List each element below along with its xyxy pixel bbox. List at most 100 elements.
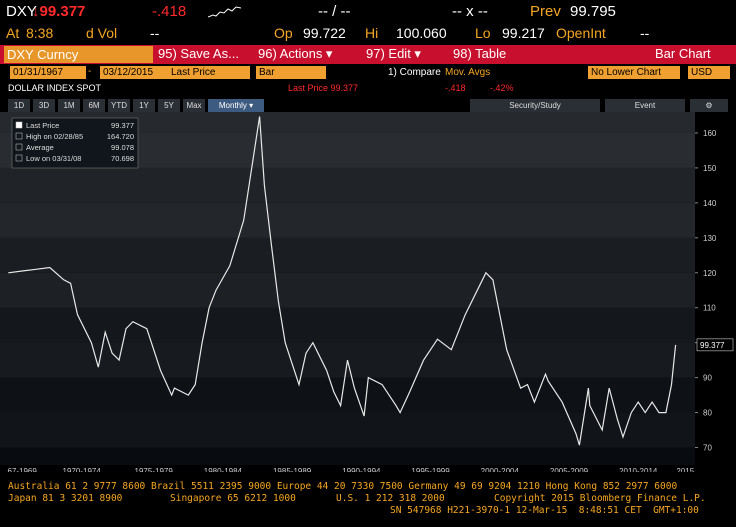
x-tick-label: 2015 — [676, 467, 694, 472]
band — [0, 237, 695, 273]
legend-value: 99.377 — [111, 121, 134, 130]
footer-line: Australia 61 2 9777 8600 Brazil 5511 239… — [8, 481, 678, 492]
open: 99.722 — [303, 25, 346, 41]
period-button[interactable]: 1Y — [133, 99, 155, 112]
settings-button[interactable]: ⚙ — [690, 99, 728, 112]
at-label: At — [6, 25, 20, 41]
y-tick-label: 80 — [703, 409, 712, 418]
y-tick-label: 150 — [703, 164, 717, 173]
open-label: Op — [274, 25, 293, 41]
info-pct: -.42% — [490, 83, 514, 93]
y-tick-label: 110 — [703, 304, 716, 313]
x-tick-label: 67-1969 — [7, 467, 37, 472]
band — [0, 202, 695, 238]
band — [0, 377, 695, 413]
style[interactable]: Bar — [256, 66, 326, 79]
toolbar-button[interactable]: 97) Edit ▾ — [366, 46, 421, 61]
separator: - — [88, 66, 92, 77]
x-tick-label: 1980-1984 — [204, 467, 243, 472]
ticker: DXY — [6, 3, 37, 20]
period-button[interactable]: Max — [183, 99, 205, 112]
tool[interactable]: Event — [605, 99, 685, 112]
frequency[interactable]: Monthly ▾ — [208, 99, 264, 112]
info-last: Last Price 99.377 — [288, 83, 359, 93]
prev-label: Prev — [530, 3, 561, 20]
x-tick-label: 1990-1994 — [342, 467, 381, 472]
x-tick-label: 1975-1979 — [135, 467, 174, 472]
lower-chart[interactable]: No Lower Chart — [588, 66, 680, 79]
toolbar-button[interactable]: 98) Table — [453, 46, 507, 61]
size: -- x -- — [452, 3, 488, 20]
start-date[interactable]: 01/31/1967 — [10, 66, 86, 79]
band — [0, 112, 695, 133]
last-value-box — [696, 338, 734, 352]
field[interactable]: Last Price — [168, 66, 250, 79]
footer-text: Singapore 65 6212 1000 — [170, 493, 296, 504]
last-price: ↓99.377 — [32, 3, 86, 20]
vol: -- — [150, 25, 160, 41]
security-name: DOLLAR INDEX SPOT — [8, 83, 102, 93]
period-button[interactable]: 6M — [83, 99, 105, 112]
legend-label: Last Price — [26, 121, 59, 130]
footer-text: U.S. 1 212 318 2000 — [336, 493, 445, 504]
view: Bar Chart — [655, 46, 711, 61]
x-tick-label: 1995-1999 — [411, 467, 450, 472]
x-tick-label: 2000-2004 — [481, 467, 520, 472]
period-button[interactable]: 1M — [58, 99, 80, 112]
security-field[interactable]: DXY Curncy — [4, 46, 153, 63]
oi: -- — [640, 25, 650, 41]
y-tick-label: 70 — [703, 444, 712, 453]
band — [0, 272, 695, 308]
band — [0, 447, 695, 465]
currency[interactable]: USD — [688, 66, 730, 79]
high: 100.060 — [396, 25, 447, 41]
footer-text: Copyright 2015 Bloomberg Finance L.P. — [494, 493, 706, 504]
legend-label: Low on 03/31/08 — [26, 154, 81, 163]
mov-avgs[interactable]: Mov. Avgs — [445, 67, 491, 78]
legend-icon — [15, 143, 23, 151]
oi-label: OpenInt — [556, 25, 606, 41]
y-tick-label: 140 — [703, 199, 717, 208]
axis-background — [695, 112, 736, 465]
period-button[interactable]: 3D — [33, 99, 55, 112]
legend: Last Price 99.377 High on 02/28/85 164.720 A… — [11, 117, 139, 169]
period-button[interactable]: 1D — [8, 99, 30, 112]
info-change: -.418 — [445, 83, 466, 93]
x-tick-label: 2010-2014 — [619, 467, 658, 472]
chart: 70809010011012013014015016067-19691970-1… — [0, 112, 736, 472]
end-date[interactable]: 03/12/2015 — [100, 66, 168, 79]
toolbar-button[interactable]: 96) Actions ▾ — [258, 46, 333, 61]
y-tick-label: 120 — [703, 269, 717, 278]
y-tick-label: 160 — [703, 129, 717, 138]
legend-icon — [15, 132, 23, 140]
x-tick-label: 1970-1974 — [63, 467, 102, 472]
period-button[interactable]: YTD — [108, 99, 130, 112]
legend-box — [11, 117, 139, 169]
legend-value: 99.078 — [111, 143, 134, 152]
toolbar-button[interactable]: 95) Save As... — [158, 46, 239, 61]
band — [0, 412, 695, 448]
y-tick-label: 130 — [703, 234, 717, 243]
legend-value: 164.720 — [107, 132, 134, 141]
prev: 99.795 — [570, 3, 616, 20]
vol-label: d Vol — [86, 25, 118, 41]
y-tick-label: 90 — [703, 374, 712, 383]
tool[interactable]: Security/Study — [470, 99, 600, 112]
footer-text: Japan 81 3 3201 8900 — [8, 493, 123, 504]
legend-icon — [15, 121, 23, 129]
legend-value: 70.698 — [111, 154, 134, 163]
low-label: Lo — [475, 25, 491, 41]
footer-line: SN 547968 H221-3970-1 12-Mar-15 8:48:51 … — [390, 505, 699, 516]
period-button[interactable]: 5Y — [158, 99, 180, 112]
legend-label: Average — [26, 143, 54, 152]
toolbar — [0, 45, 736, 64]
change: -.418 — [152, 3, 187, 20]
x-tick-label: 2005-2009 — [550, 467, 589, 472]
compare[interactable]: 1) Compare — [388, 67, 441, 78]
bid-ask: -- / -- — [318, 3, 351, 20]
band — [0, 307, 695, 343]
legend-icon — [15, 154, 23, 162]
last-value-label: 99.377 — [700, 341, 725, 350]
x-tick-label: 1985-1989 — [273, 467, 312, 472]
